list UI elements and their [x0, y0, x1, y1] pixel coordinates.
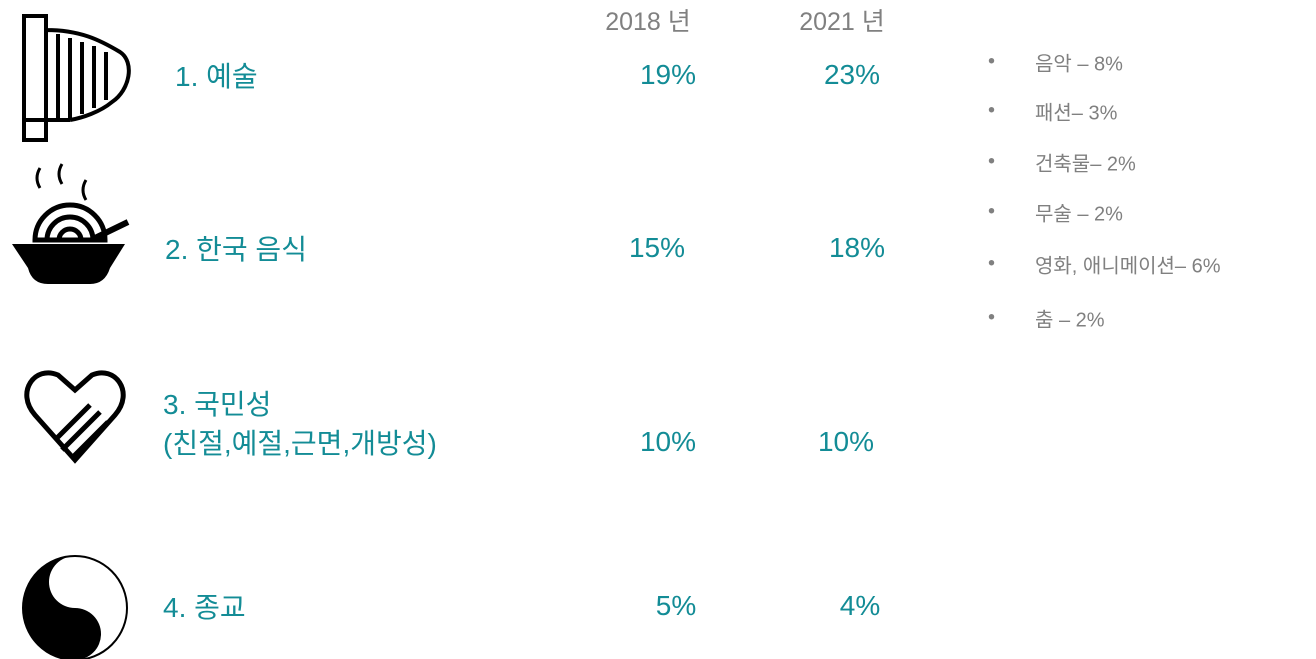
bullet: • [988, 50, 996, 73]
bullet: • [988, 150, 996, 173]
list-item: 음악 – 8% [1035, 53, 1123, 76]
value-2021: 23% [823, 59, 881, 90]
list-item: 무술 – 2% [1035, 203, 1123, 226]
value-2021: 10% [817, 426, 875, 457]
bowl-icon [12, 163, 130, 284]
list-item: 건축물– 2% [1035, 153, 1136, 176]
row-label: 1. 예술 [175, 61, 258, 92]
bullet: • [988, 252, 996, 275]
list-item: 춤 – 2% [1035, 309, 1105, 332]
year-header: 2021 년 [799, 8, 885, 36]
yin-yang-icon [22, 555, 128, 659]
value-2018: 15% [628, 232, 686, 263]
value-2018: 19% [639, 59, 697, 90]
year-header: 2018 년 [605, 8, 691, 36]
row-label: 2. 한국 음식 [165, 234, 307, 265]
bullet: • [988, 200, 996, 223]
value-2018: 5% [655, 590, 697, 621]
row-label: 4. 종교 [163, 592, 246, 623]
bullet: • [988, 306, 996, 329]
row-label: (친절,예절,근면,개방성) [163, 428, 437, 459]
value-2018: 10% [639, 426, 697, 457]
list-item: 패션– 3% [1035, 102, 1118, 125]
row-label: 3. 국민성 [163, 389, 272, 420]
bullet: • [988, 99, 996, 122]
heart-hand-icon [24, 370, 126, 464]
value-2021: 4% [839, 590, 881, 621]
value-2021: 18% [828, 232, 886, 263]
harp-icon [22, 14, 131, 142]
list-item: 영화, 애니메이션– 6% [1035, 255, 1221, 278]
